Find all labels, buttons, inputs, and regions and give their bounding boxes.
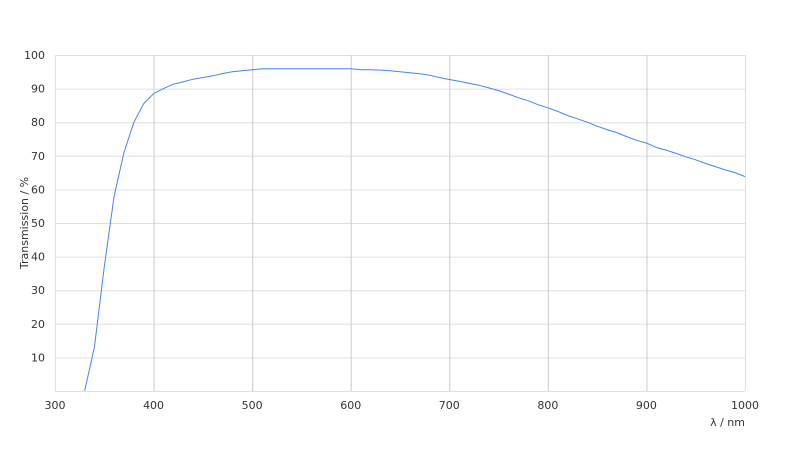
x-tick-label: 900 — [636, 399, 657, 412]
y-tick-label: 70 — [31, 150, 45, 163]
x-axis-label: λ / nm — [710, 416, 745, 429]
y-axis-label: Transmission / % — [18, 177, 31, 270]
x-tick-label: 1000 — [731, 399, 759, 412]
y-tick-label: 40 — [31, 251, 45, 264]
x-tick-label: 300 — [45, 399, 66, 412]
y-tick-label: 20 — [31, 318, 45, 331]
y-tick-label: 90 — [31, 83, 45, 96]
x-tick-labels: 300 400 500 600 700 800 900 1000 — [45, 399, 760, 412]
y-tick-label: 80 — [31, 116, 45, 129]
y-tick-label: 100 — [24, 49, 45, 62]
x-tick-label: 600 — [340, 399, 361, 412]
grid — [55, 55, 746, 392]
x-tick-label: 700 — [439, 399, 460, 412]
series-line — [84, 68, 746, 392]
y-tick-label: 10 — [31, 351, 45, 364]
x-tick-label: 800 — [537, 399, 558, 412]
y-tick-label: 50 — [31, 217, 45, 230]
y-tick-label: 30 — [31, 284, 45, 297]
y-tick-labels: 10 20 30 40 50 60 70 80 90 100 — [24, 49, 45, 364]
x-tick-label: 500 — [242, 399, 263, 412]
x-tick-label: 400 — [143, 399, 164, 412]
y-tick-label: 60 — [31, 183, 45, 196]
